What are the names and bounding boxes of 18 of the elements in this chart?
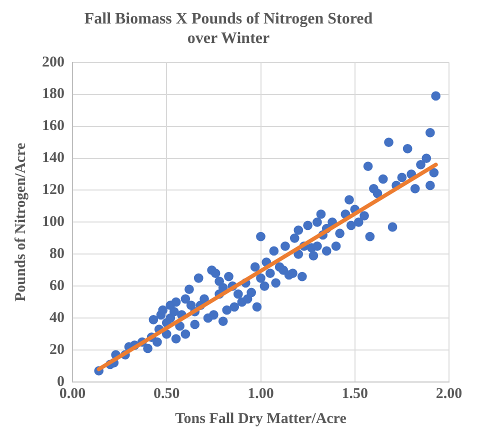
- y-tick-label: 120: [42, 182, 64, 198]
- x-tick-label: 0.50: [154, 386, 180, 402]
- y-axis-title: Pounds of Nitrogen/Acre: [12, 142, 29, 302]
- x-tick-label: 1.00: [248, 386, 274, 402]
- y-tick-label: 100: [42, 214, 64, 230]
- y-tick-label: 40: [50, 310, 64, 326]
- y-tick-label: 180: [42, 86, 64, 102]
- y-tick-label: 140: [42, 150, 64, 166]
- chart-title: Fall Biomass X Pounds of Nitrogen Stored over Winter: [84, 10, 373, 47]
- y-tick-label: 60: [50, 278, 64, 294]
- y-tick-label: 200: [42, 54, 64, 70]
- y-tick-label: 160: [42, 118, 64, 134]
- x-tick-label: 0.00: [59, 386, 86, 402]
- x-tick-label: 2.00: [436, 386, 462, 402]
- x-tick-label: 1.50: [342, 386, 368, 402]
- x-axis-title: Tons Fall Dry Matter/Acre: [175, 410, 347, 427]
- y-tick-label: 20: [50, 342, 64, 358]
- y-tick-label: 80: [50, 246, 64, 262]
